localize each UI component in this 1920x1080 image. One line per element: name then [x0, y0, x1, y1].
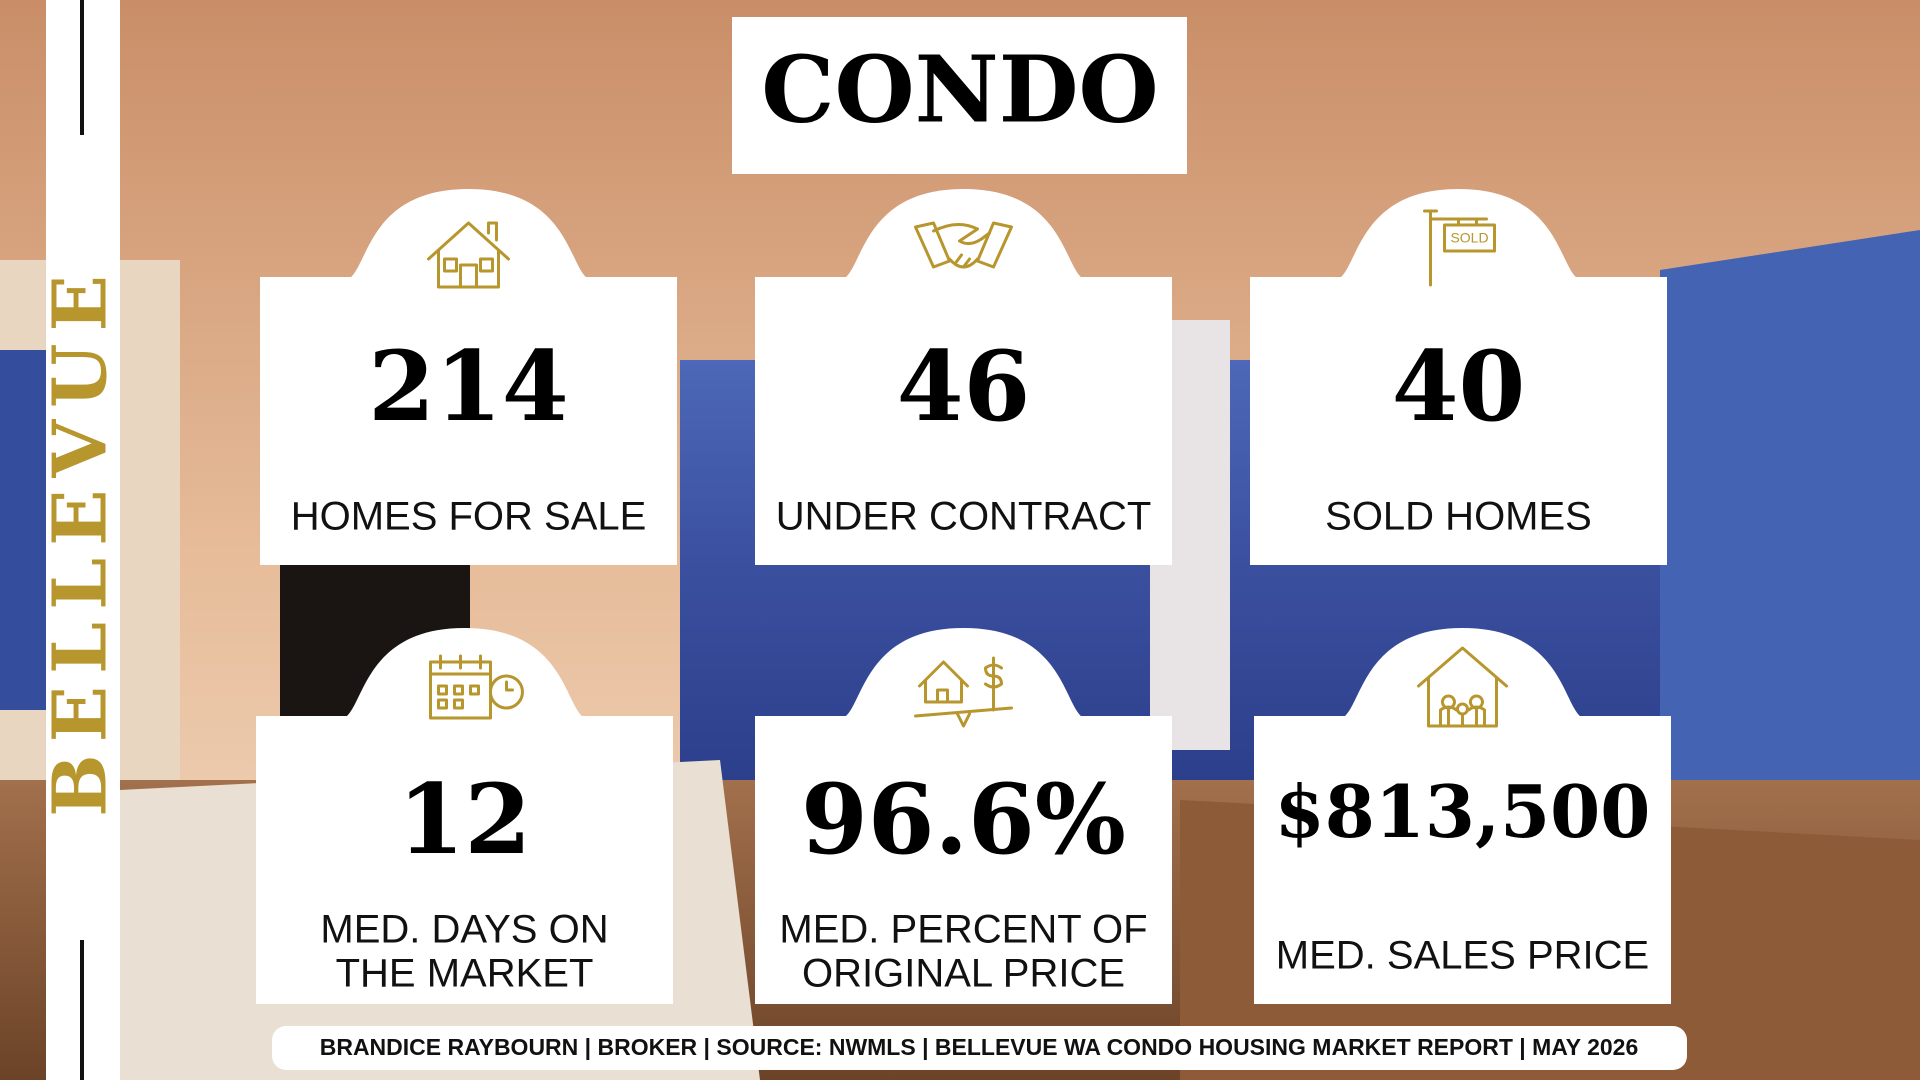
card-label: THE MARKET	[336, 952, 594, 996]
stat-card: $813,500 MED. SALES PRICE	[1254, 628, 1671, 1004]
card-box	[256, 716, 673, 1004]
card-box	[1254, 716, 1671, 1004]
icon-shape	[1423, 209, 1496, 287]
card-value: 40	[1392, 330, 1526, 443]
card-label: MED. PERCENT OF	[779, 908, 1147, 952]
footer: BRANDICE RAYBOURN | BROKER | SOURCE: NWM…	[272, 1026, 1687, 1070]
card-label: UNDER CONTRACT	[776, 495, 1152, 539]
card-box	[1250, 277, 1667, 565]
side-strip: BELLEVUE	[38, 0, 124, 1080]
card-arch	[348, 189, 589, 279]
sold-sign-text: SOLD	[1450, 230, 1488, 246]
icon-shape	[914, 656, 1013, 728]
card-icon	[914, 221, 1013, 269]
card-arch	[843, 189, 1084, 279]
icon-shape	[429, 654, 524, 720]
icon-shape	[914, 221, 1013, 269]
card-icon	[914, 656, 1013, 728]
title: CONDO	[761, 36, 1158, 144]
stat-card: 214 HOMES FOR SALE	[260, 189, 677, 565]
icon-shape	[1417, 646, 1508, 728]
card-label: HOMES FOR SALE	[291, 495, 647, 539]
card-label: ORIGINAL PRICE	[802, 952, 1125, 996]
card-box	[755, 716, 1172, 1004]
card-value: 96.6%	[801, 763, 1126, 876]
card-arch	[843, 628, 1084, 718]
card-arch	[1338, 189, 1579, 279]
title-box: CONDO	[732, 17, 1187, 174]
card-value: 46	[897, 330, 1031, 443]
card-value: 214	[368, 330, 568, 443]
card-value: 12	[398, 763, 532, 876]
footer-text: BRANDICE RAYBOURN | BROKER | SOURCE: NWM…	[320, 1034, 1639, 1060]
icon-shape	[427, 221, 510, 289]
card-icon	[429, 654, 524, 720]
card-icon	[1417, 646, 1508, 728]
card-arch	[1342, 628, 1583, 718]
card-box	[260, 277, 677, 565]
card-label: MED. DAYS ON	[320, 908, 608, 952]
side-label: BELLEVUE	[38, 263, 124, 817]
card-icon: SOLD	[1423, 209, 1496, 287]
card-icon	[427, 221, 510, 289]
stat-card: 46 UNDER CONTRACT	[755, 189, 1172, 565]
stat-card: SOLD 40 SOLD HOMES	[1250, 189, 1667, 565]
card-value: $813,500	[1275, 769, 1651, 854]
card-box	[755, 277, 1172, 565]
card-label: MED. SALES PRICE	[1276, 934, 1649, 978]
card-label: SOLD HOMES	[1325, 495, 1592, 539]
